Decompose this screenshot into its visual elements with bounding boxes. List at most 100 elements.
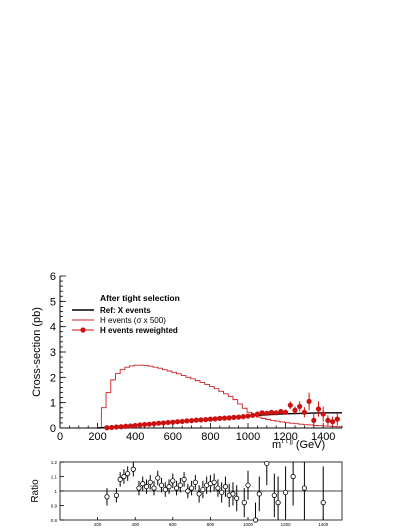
ratio-point [192,479,198,485]
h-reweighted-point [104,425,110,431]
legend-label-reweighted: H events reweighted [100,326,178,335]
h-reweighted-point [118,424,124,430]
h-reweighted-point [212,416,218,422]
ratio-y-tick-label: 1.1 [51,475,58,480]
ratio-point [143,484,150,490]
ratio-x-tick-label: 600 [169,522,177,527]
main-plot: 0 200 400 600 800 1000 1200 1400 0 1 2 3 4 5 6 Cross-s… [31,271,343,451]
ratio-ticks: 0.8 0.9 1 1.1 1.2 200 400 600 800 1000 1200 1400 [51,460,329,527]
x-tick-label: 400 [126,431,144,443]
ratio-x-tick-label: 800 [207,522,215,527]
h-reweighted-point [184,418,190,424]
h-reweighted-point [245,413,251,419]
ratio-point [158,482,165,488]
ratio-point [189,485,195,491]
h-reweighted-point [132,422,138,429]
h-reweighted-point [259,410,265,416]
ratio-point [200,486,206,493]
h-reweighted-point [226,415,232,421]
x-tick-label: 600 [164,431,182,443]
ratio-x-tick-label: 1200 [281,522,292,527]
x-axis-title-unit: (GeV) [296,439,325,451]
h-reweighted-point [217,415,223,421]
ratio-y-tick-label: 0.9 [51,504,58,509]
ratio-point [264,460,270,467]
h-reweighted-point [221,415,228,421]
h-reweighted-point [198,417,204,423]
h-reweighted-point [113,424,119,430]
ratio-point [117,476,123,482]
ratio-point [245,482,251,488]
h-reweighted-point [160,420,166,426]
h-events-step-series [100,364,342,428]
h-reweighted-point [207,416,213,422]
h-reweighted-point [283,409,289,415]
ratio-point [177,482,183,488]
x-tick-label: 1000 [236,431,260,443]
ratio-y-tick-label: 1.2 [51,460,58,465]
ratio-point [222,484,229,490]
h-reweighted-point [311,417,317,423]
ratio-point [301,485,307,491]
h-reweighted-point [278,408,284,415]
ratio-point [252,517,259,523]
h-reweighted-point [170,419,176,425]
ratio-point [125,470,131,477]
x-axis-title: mτ τ jj (GeV) [272,438,325,451]
h-reweighted-point [146,421,152,427]
y-axis-title: Cross-section (pb) [31,307,43,397]
ratio-point [219,489,225,496]
main-ticks: 0 200 400 600 800 1000 1200 1400 0 1 2 3 4 5 6 [50,271,343,443]
h-reweighted-point [254,411,260,417]
ratio-point [147,479,153,485]
ratio-point [121,473,127,480]
y-tick-label: 3 [50,347,56,359]
h-reweighted-point [297,403,303,410]
ratio-point [196,491,202,497]
ratio-point [320,499,326,506]
ratio-x-tick-label: 200 [94,522,102,527]
ratio-point [230,491,236,497]
h-reweighted-point [325,417,331,423]
y-tick-label: 4 [50,322,56,334]
h-reweighted-point [156,420,162,426]
ratio-point [113,492,120,498]
y-tick-label: 0 [50,423,56,435]
h-reweighted-point [334,416,340,422]
h-reweighted-point [240,414,246,420]
ratio-point [211,479,217,485]
ratio-y-tick-label: 0.8 [51,518,58,523]
ratio-y-tick-label: 1 [54,489,57,494]
ratio-point [162,486,168,493]
ratio-point [166,484,172,490]
h-reweighted-point [193,417,199,423]
ratio-x-tick-label: 400 [131,522,139,527]
h-reweighted-point [292,407,298,413]
x-tick-label: 1200 [273,431,297,443]
legend-title: After tight selection [100,293,180,303]
x-tick-label: 0 [57,431,63,443]
h-reweighted-point [231,414,237,420]
ratio-point [215,485,221,491]
h-reweighted-point [109,424,115,431]
h-reweighted-point [320,411,326,417]
h-reweighted-point [273,410,279,416]
x-tick-label: 200 [88,431,106,443]
h-reweighted-point [189,418,195,424]
h-reweighted-point [137,422,143,428]
ratio-point [151,485,157,491]
ratio-point [256,491,262,497]
legend: After tight selection Ref: X events H ev… [72,293,180,335]
ratio-point [185,488,191,494]
h-reweighted-point [127,423,134,429]
h-reweighted-point [174,419,181,425]
ratio-point [173,485,180,491]
legend-label-ref: Ref: X events [100,306,151,315]
h-reweighted-point [151,421,157,427]
h-reweighted-point [250,412,256,418]
ratio-point [282,489,289,496]
h-reweighted-point [330,419,336,425]
x-axis-title-sup: τ τ jj [281,438,293,445]
legend-label-h: H events (σ x 500) [100,316,166,325]
